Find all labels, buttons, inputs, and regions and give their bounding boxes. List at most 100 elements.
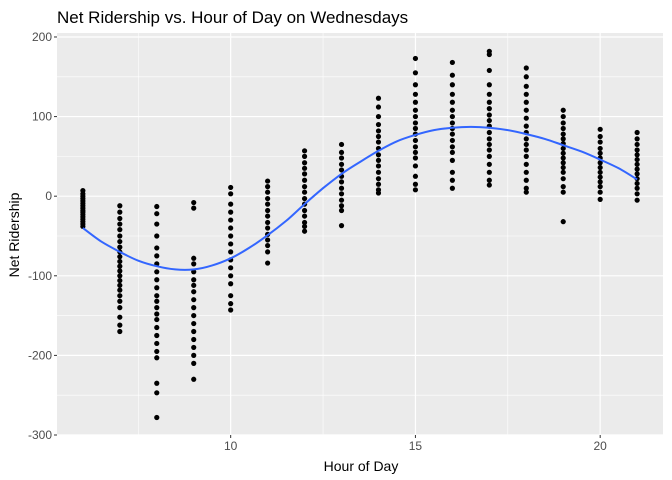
data-point (191, 261, 197, 267)
data-point (191, 328, 197, 335)
data-point (154, 298, 160, 304)
data-point (597, 174, 603, 180)
data-point (301, 228, 308, 234)
data-point (560, 131, 566, 137)
data-point (486, 117, 492, 124)
data-point (301, 213, 308, 219)
x-tick-label: 20 (594, 439, 608, 453)
data-point (191, 205, 197, 211)
data-point (265, 237, 271, 243)
data-point (523, 177, 529, 183)
data-point (191, 255, 197, 261)
data-point (338, 141, 345, 148)
data-point (523, 99, 529, 105)
data-point (634, 129, 640, 136)
data-point (265, 201, 271, 207)
data-point (449, 82, 455, 88)
data-point (523, 153, 529, 159)
data-point (117, 233, 123, 239)
data-point (265, 225, 271, 231)
data-point (301, 171, 308, 177)
data-point (265, 178, 271, 184)
data-point (338, 207, 345, 214)
y-tick-labels: -300 -200 -100 0 100 200 (28, 30, 52, 442)
y-tick-label: 200 (32, 30, 52, 44)
data-point (338, 203, 345, 209)
data-point (191, 376, 197, 382)
data-point (486, 177, 492, 183)
data-point (375, 104, 382, 110)
data-points (80, 48, 640, 421)
x-axis-title: Hour of Day (324, 458, 399, 474)
data-point (228, 201, 234, 207)
data-point (228, 301, 234, 307)
data-point (634, 197, 640, 203)
data-point (634, 161, 640, 167)
data-point (449, 99, 455, 105)
data-point (228, 217, 234, 223)
data-point (412, 55, 419, 62)
data-point (412, 144, 419, 150)
data-point (523, 91, 529, 97)
data-point (375, 176, 382, 182)
data-point (449, 107, 455, 113)
data-point (486, 106, 492, 112)
data-point (117, 254, 123, 260)
data-point (375, 152, 382, 158)
data-point (597, 150, 603, 156)
data-point (265, 249, 271, 255)
data-point (523, 65, 529, 71)
data-point (634, 141, 640, 148)
x-tick-labels: 10 15 20 (224, 439, 607, 453)
data-point (597, 169, 603, 175)
data-point (449, 144, 455, 150)
data-point (301, 223, 308, 230)
data-point (523, 185, 529, 191)
data-point (265, 260, 271, 266)
data-point (154, 316, 160, 323)
data-point (301, 207, 308, 214)
data-point (449, 72, 455, 78)
smooth-line (82, 125, 638, 271)
data-point (338, 149, 345, 156)
data-point (154, 233, 160, 239)
data-point (449, 131, 455, 137)
data-point (597, 160, 603, 166)
data-point (338, 167, 345, 173)
data-point (154, 253, 160, 259)
data-point (486, 99, 492, 105)
data-point (634, 136, 640, 142)
data-point (486, 161, 492, 167)
data-point (523, 74, 529, 80)
data-point (412, 155, 419, 161)
data-point (634, 185, 640, 191)
data-point (449, 149, 455, 156)
data-point (228, 191, 234, 197)
data-point (154, 414, 160, 421)
y-tick-label: -300 (28, 428, 52, 442)
data-point (154, 277, 160, 283)
data-point (375, 157, 382, 163)
data-point (191, 336, 197, 343)
data-point (191, 199, 197, 206)
data-point (228, 241, 234, 247)
data-point (560, 176, 566, 182)
data-point (117, 258, 123, 265)
data-point (191, 360, 197, 366)
data-point (634, 166, 640, 172)
data-point (486, 91, 492, 97)
data-point (191, 282, 197, 288)
data-point (486, 51, 492, 58)
data-point (634, 156, 640, 163)
data-point (228, 265, 234, 271)
data-point (117, 268, 123, 274)
data-point (449, 185, 455, 191)
data-point (301, 153, 308, 159)
data-point (560, 150, 566, 156)
data-point (560, 113, 566, 120)
data-point (228, 293, 234, 299)
data-point (117, 287, 123, 293)
data-point (597, 189, 603, 195)
data-point (375, 169, 382, 175)
data-point (560, 164, 566, 171)
